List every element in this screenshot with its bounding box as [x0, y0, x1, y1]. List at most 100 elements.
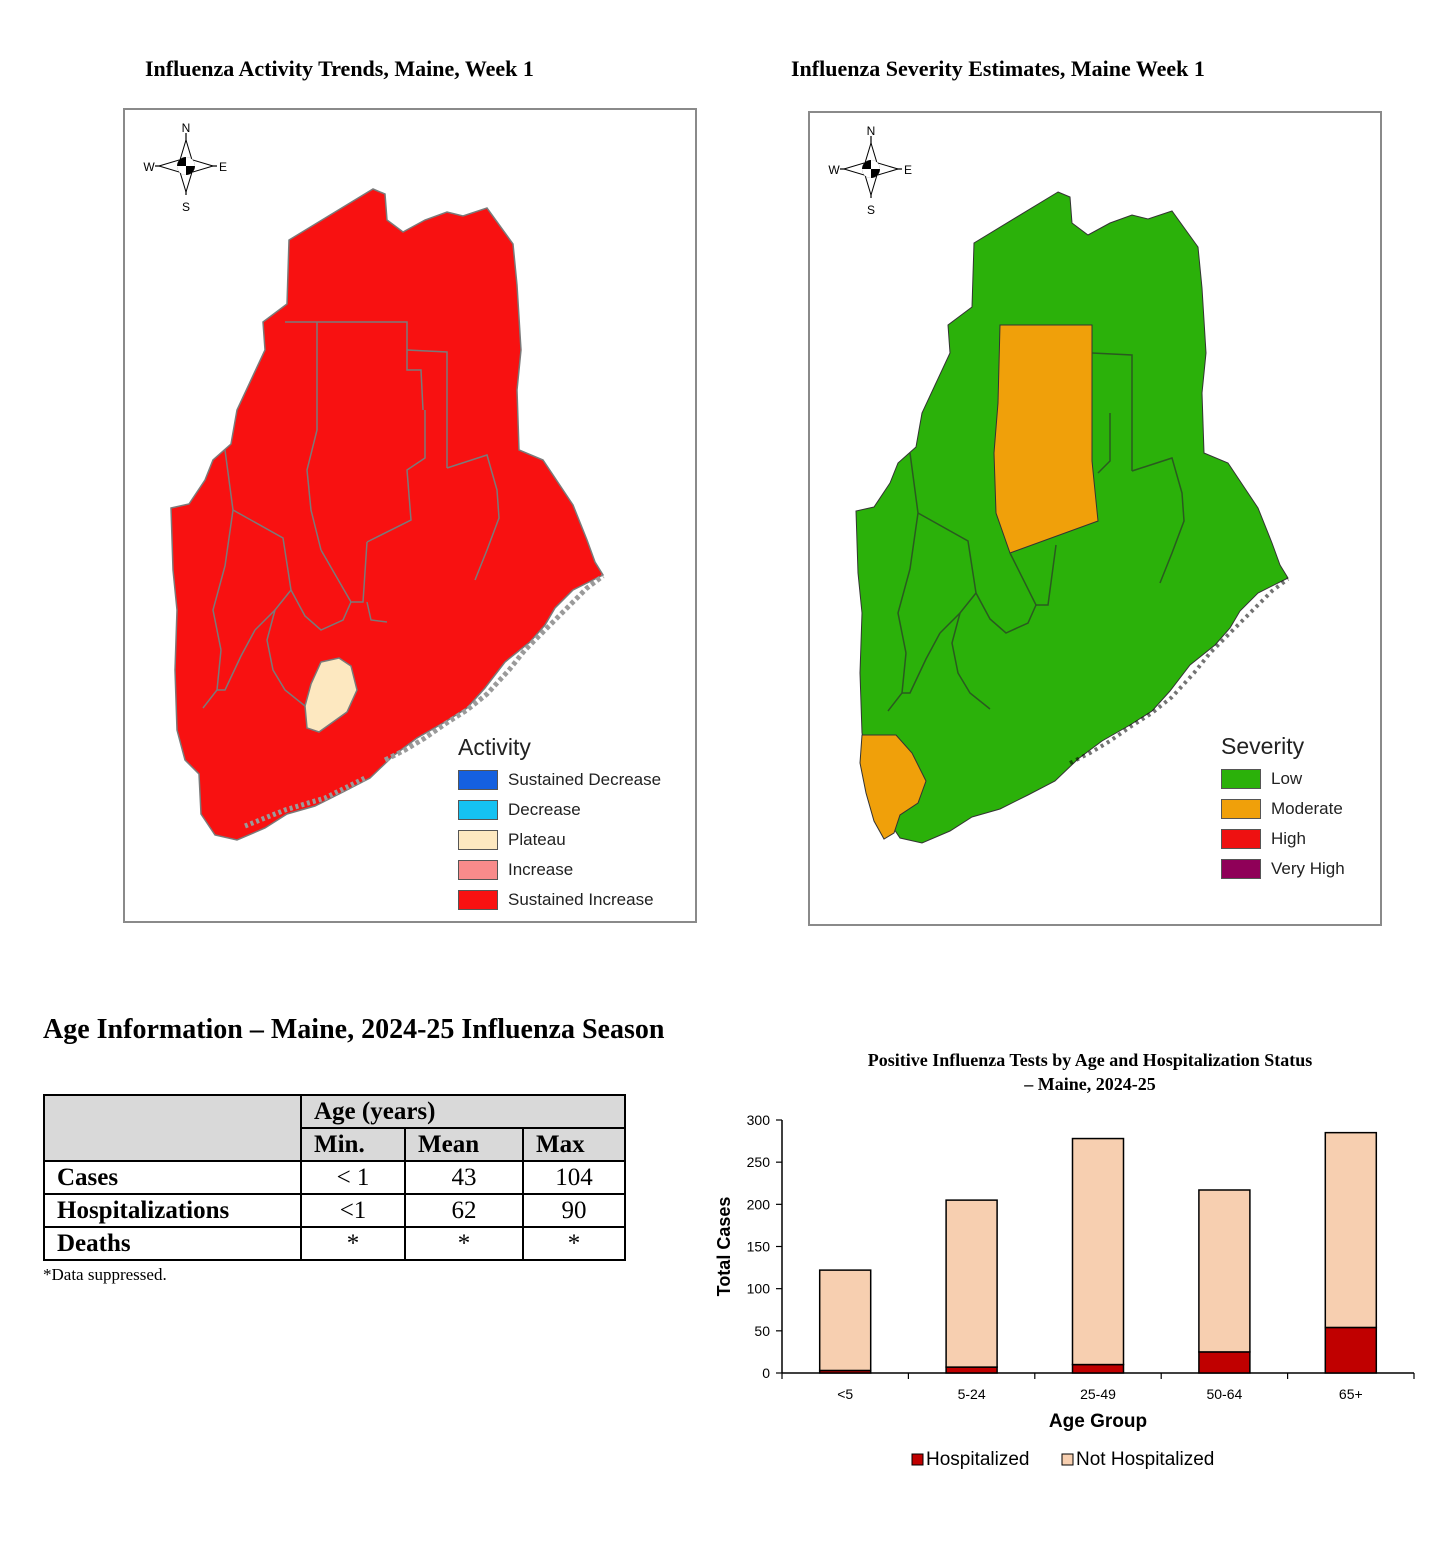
bar-hospitalized — [1198, 1351, 1251, 1374]
activity-legend-title: Activity — [458, 734, 531, 760]
x-axis-label: Age Group — [1049, 1411, 1147, 1432]
chart-title: Positive Influenza Tests by Age and Hosp… — [867, 1050, 1313, 1070]
hospitalization-bar-chart: 0 50 100 150 200 250 300 <5 5-24 25-49 50-64 65+ To… — [714, 1112, 1415, 1470]
bar-hospitalized — [1071, 1363, 1125, 1374]
swatch-plateau — [458, 830, 498, 850]
swatch-moderate — [1221, 799, 1261, 819]
activity-legend: Activity Sustained Decrease Decrease Pla… — [458, 734, 661, 915]
severity-map-title: Influenza Severity Estimates, Maine Week… — [791, 56, 1205, 81]
activity-map: N S W E Activity Sustained Decrease — [123, 108, 697, 923]
y-tick-label: 50 — [754, 1323, 770, 1339]
cell-min: < 1 — [300, 1160, 406, 1195]
compass-e: E — [904, 163, 912, 177]
swatch-sustained-decrease — [458, 770, 498, 790]
chart-subtitle: – Maine, 2024-25 — [1024, 1074, 1156, 1094]
compass-w: W — [143, 160, 155, 174]
coastline-islands — [383, 574, 605, 763]
moderate-county-piscataquis — [993, 324, 1099, 554]
swatch-decrease — [458, 800, 498, 820]
cell-max: 104 — [522, 1160, 626, 1195]
compass-icon: N S W E — [143, 121, 227, 214]
legend-item-sustained-decrease: Sustained Decrease — [458, 765, 661, 795]
cell-min: <1 — [300, 1193, 406, 1228]
age-table-wrap: Age (years) Min. Mean Max Cases < 1 43 1… — [43, 1094, 626, 1285]
severity-map: N S W E Severity Low Moderate High Ver — [808, 111, 1382, 926]
swatch-increase — [458, 860, 498, 880]
legend-item-very-high: Very High — [1221, 854, 1345, 884]
chart-title-block: Positive Influenza Tests by Age and Hosp… — [760, 1048, 1420, 1096]
table-footnote: *Data suppressed. — [43, 1265, 167, 1284]
severity-map-graphic: N S W E — [828, 124, 1290, 844]
swatch-high — [1221, 829, 1261, 849]
severity-legend-title: Severity — [1221, 733, 1305, 759]
moderate-county-york — [859, 734, 927, 840]
legend-item-plateau: Plateau — [458, 825, 661, 855]
y-axis-label: Total Cases — [714, 1197, 734, 1297]
cell-mean: * — [404, 1226, 524, 1261]
cell-mean: 43 — [404, 1160, 524, 1195]
legend-label: Not Hospitalized — [1076, 1449, 1214, 1470]
county-borders — [887, 352, 1185, 712]
bar-hospitalized — [1324, 1326, 1378, 1374]
age-section-title: Age Information – Maine, 2024-25 Influen… — [43, 1014, 665, 1045]
legend-label: Hospitalized — [926, 1449, 1030, 1470]
y-tick-label: 300 — [747, 1112, 771, 1128]
compass-n: N — [182, 121, 191, 135]
legend-item-moderate: Moderate — [1221, 794, 1345, 824]
compass-w: W — [828, 163, 840, 177]
x-tick-label: 50-64 — [1206, 1386, 1242, 1402]
x-tick-label: 5-24 — [958, 1386, 986, 1402]
severity-legend: Severity Low Moderate High Very High — [1221, 733, 1345, 884]
maine-state-shape — [170, 188, 605, 841]
legend-item-sustained-increase: Sustained Increase — [458, 885, 661, 915]
compass-e: E — [219, 160, 227, 174]
legend-item-low: Low — [1221, 764, 1345, 794]
cell-max: 90 — [522, 1193, 626, 1228]
y-tick-label: 0 — [762, 1365, 770, 1381]
legend-swatch — [911, 1453, 924, 1466]
legend-item-high: High — [1221, 824, 1345, 854]
compass-icon: N S W E — [828, 124, 912, 217]
legend-item-increase: Increase — [458, 855, 661, 885]
bar-not-hospitalized — [945, 1199, 998, 1368]
table-row: Deaths * * * — [43, 1226, 626, 1261]
bar-not-hospitalized — [1198, 1189, 1251, 1353]
age-table: Age (years) Min. Mean Max Cases < 1 43 1… — [43, 1094, 626, 1261]
activity-map-graphic: N S W E — [143, 121, 605, 841]
compass-n: N — [867, 124, 876, 138]
y-tick-label: 200 — [747, 1196, 771, 1212]
bar-not-hospitalized — [1324, 1131, 1378, 1329]
activity-map-title: Influenza Activity Trends, Maine, Week 1 — [145, 56, 534, 81]
table-row: Hospitalizations <1 62 90 — [43, 1193, 626, 1228]
y-tick-label: 100 — [747, 1281, 771, 1297]
county-borders — [202, 321, 500, 709]
table-row: Cases < 1 43 104 — [43, 1160, 626, 1195]
table-corner — [43, 1094, 302, 1162]
swatch-low — [1221, 769, 1261, 789]
y-tick-label: 150 — [747, 1239, 771, 1255]
bar-hospitalized — [945, 1366, 998, 1374]
row-label: Deaths — [43, 1226, 302, 1261]
legend-swatch — [1061, 1453, 1074, 1466]
age-group-header: Age (years) — [300, 1094, 626, 1129]
cell-mean: 62 — [404, 1193, 524, 1228]
swatch-sustained-increase — [458, 890, 498, 910]
compass-s: S — [867, 203, 875, 217]
legend-item-decrease: Decrease — [458, 795, 661, 825]
x-tick-label: 65+ — [1339, 1386, 1363, 1402]
cell-max: * — [522, 1226, 626, 1261]
y-tick-label: 250 — [747, 1154, 771, 1170]
bar-not-hospitalized — [818, 1269, 872, 1372]
col-max-header: Max — [522, 1127, 626, 1162]
cell-min: * — [300, 1226, 406, 1261]
x-tick-label: <5 — [837, 1386, 853, 1402]
x-tick-label: 25-49 — [1080, 1386, 1116, 1402]
row-label: Hospitalizations — [43, 1193, 302, 1228]
col-mean-header: Mean — [404, 1127, 524, 1162]
swatch-very-high — [1221, 859, 1261, 879]
col-min-header: Min. — [300, 1127, 406, 1162]
compass-s: S — [182, 200, 190, 214]
row-label: Cases — [43, 1160, 302, 1195]
plateau-county — [304, 657, 358, 733]
bar-not-hospitalized — [1071, 1137, 1125, 1366]
